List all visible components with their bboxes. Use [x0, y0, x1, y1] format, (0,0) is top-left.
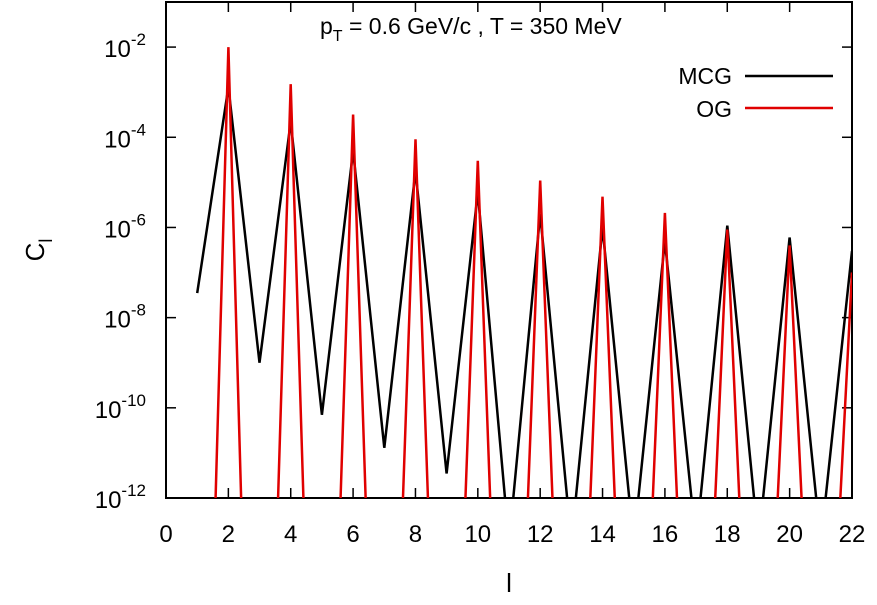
x-tick-label: 2 — [222, 521, 235, 548]
title-subscript: T — [333, 28, 343, 45]
series-line-og — [214, 47, 852, 498]
x-tick-label: 20 — [776, 521, 803, 548]
x-axis-label: l — [506, 568, 512, 598]
legend-label-og: OG — [696, 96, 732, 122]
y-tick-label: 10-6 — [104, 210, 146, 243]
legend: MCG OG — [678, 63, 833, 122]
x-tick-label: 4 — [284, 521, 297, 548]
x-axis-ticks: 0 2 4 6 8 10 12 14 16 18 20 22 — [159, 2, 865, 548]
x-tick-label: 16 — [652, 521, 679, 548]
x-tick-label: 22 — [839, 521, 866, 548]
y-tick-label: 10-8 — [104, 301, 146, 334]
y-axis-ticks: 10-2 10-4 10-6 10-8 10-10 10-12 — [95, 30, 852, 514]
y-tick-label: 10-10 — [95, 391, 146, 424]
legend-label-mcg: MCG — [678, 63, 732, 89]
x-tick-label: 10 — [464, 521, 491, 548]
y-axis-label-subscript: l — [36, 239, 56, 243]
x-tick-label: 18 — [714, 521, 741, 548]
plot-frame — [165, 1, 853, 499]
series-line-mcg — [195, 86, 852, 498]
y-axis-label: Cl — [20, 239, 56, 262]
x-tick-label: 0 — [159, 521, 172, 548]
x-tick-label: 8 — [409, 521, 422, 548]
y-tick-label: 10-4 — [104, 120, 146, 153]
chart-title: pT = 0.6 GeV/c , T = 350 MeV — [320, 13, 622, 45]
x-tick-label: 6 — [346, 521, 359, 548]
x-tick-label: 14 — [589, 521, 616, 548]
y-tick-label: 10-12 — [95, 481, 146, 514]
y-tick-label: 10-2 — [104, 30, 146, 63]
x-tick-label: 12 — [527, 521, 554, 548]
